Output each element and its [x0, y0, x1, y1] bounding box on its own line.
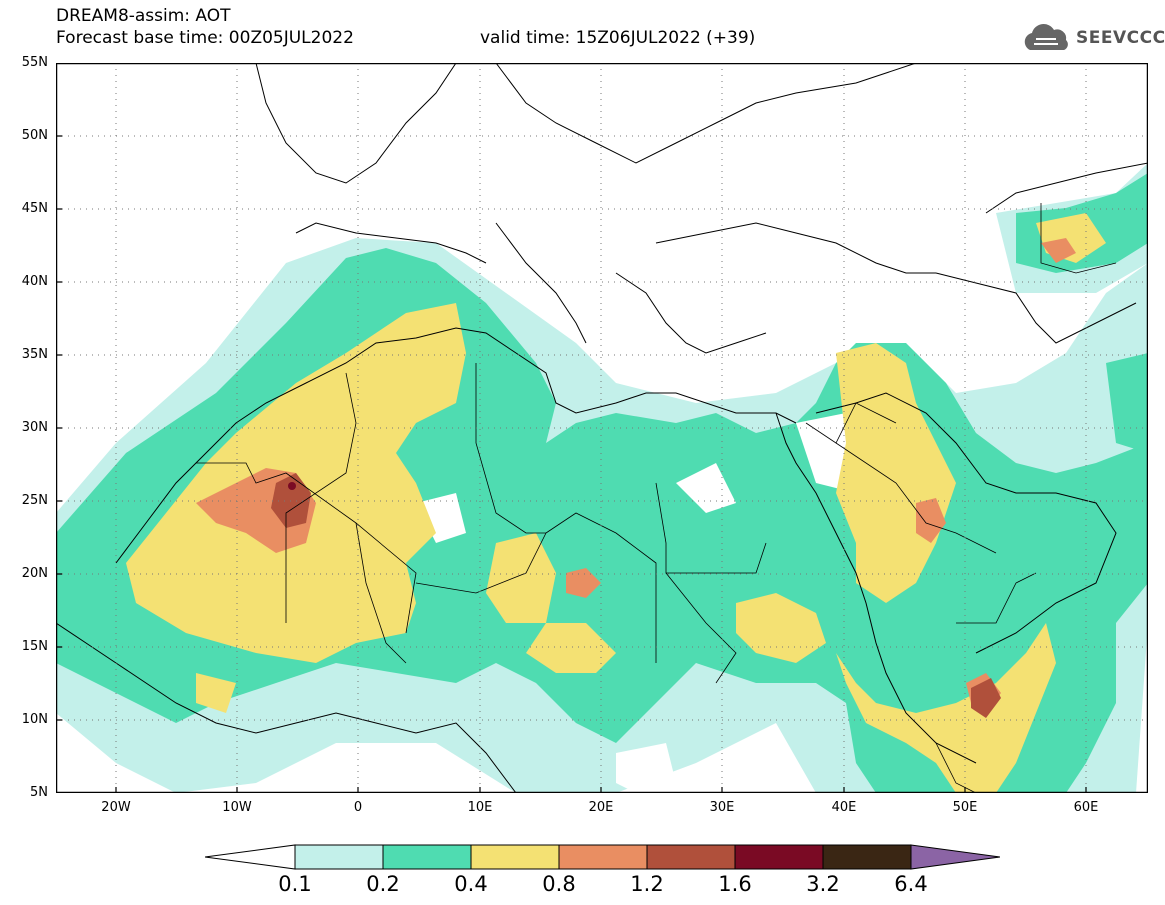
colorbar-label-3.2: 3.2 — [806, 872, 840, 896]
graticule — [56, 63, 1148, 793]
lon-label-10e: 10E — [467, 800, 493, 815]
lon-label-40e: 40E — [831, 800, 857, 815]
aot-colorbar — [205, 844, 1000, 870]
lon-label-50e: 50E — [952, 800, 978, 815]
colorbar-label-6.4: 6.4 — [894, 872, 928, 896]
lat-label-55n: 55N — [21, 55, 48, 70]
colorbar-label-0.1: 0.1 — [278, 872, 312, 896]
lat-label-5n: 5N — [30, 785, 48, 800]
colorbar-bin-3.2 — [822, 844, 912, 870]
lat-label-40n: 40N — [21, 274, 48, 289]
colorbar-high-arrow — [910, 844, 1000, 870]
lat-label-20n: 20N — [21, 566, 48, 581]
lat-label-25n: 25N — [21, 493, 48, 508]
colorbar-label-0.2: 0.2 — [366, 872, 400, 896]
lon-label-10w: 10W — [222, 800, 252, 815]
colorbar-bin-0.1 — [294, 844, 384, 870]
valid-time: valid time: 15Z06JUL2022 (+39) — [480, 28, 756, 48]
colorbar-bin-1.6 — [734, 844, 824, 870]
colorbar-bin-0.2 — [382, 844, 472, 870]
lat-label-10n: 10N — [21, 712, 48, 727]
country-borders — [196, 203, 1117, 793]
forecast-base-time: Forecast base time: 00Z05JUL2022 — [56, 28, 354, 48]
lon-label-20w: 20W — [101, 800, 131, 815]
colorbar-label-1.2: 1.2 — [630, 872, 664, 896]
seevccc-logo: SEEVCCC — [1018, 22, 1165, 56]
lat-label-30n: 30N — [21, 420, 48, 435]
coastlines — [56, 63, 1148, 793]
logo-text: SEEVCCC — [1076, 28, 1165, 48]
colorbar-bin-0.8 — [558, 844, 648, 870]
lat-label-35n: 35N — [21, 347, 48, 362]
colorbar-label-1.6: 1.6 — [718, 872, 752, 896]
aot-map — [56, 63, 1148, 793]
cloud-icon — [1024, 24, 1068, 50]
lon-label-30e: 30E — [709, 800, 735, 815]
lon-label-60e: 60E — [1073, 800, 1099, 815]
lon-label-20e: 20E — [588, 800, 614, 815]
colorbar-low-arrow — [205, 844, 296, 870]
aot-band-1.6 — [288, 482, 296, 490]
axis-ticks — [56, 63, 1087, 793]
lon-label-0: 0 — [353, 800, 363, 815]
lat-label-45n: 45N — [21, 201, 48, 216]
colorbar-label-0.8: 0.8 — [542, 872, 576, 896]
colorbar-label-0.4: 0.4 — [454, 872, 488, 896]
colorbar-bin-0.4 — [470, 844, 560, 870]
lat-label-15n: 15N — [21, 639, 48, 654]
map-title: DREAM8-assim: AOT — [56, 6, 231, 26]
lat-label-50n: 50N — [21, 128, 48, 143]
colorbar-bin-1.2 — [646, 844, 736, 870]
